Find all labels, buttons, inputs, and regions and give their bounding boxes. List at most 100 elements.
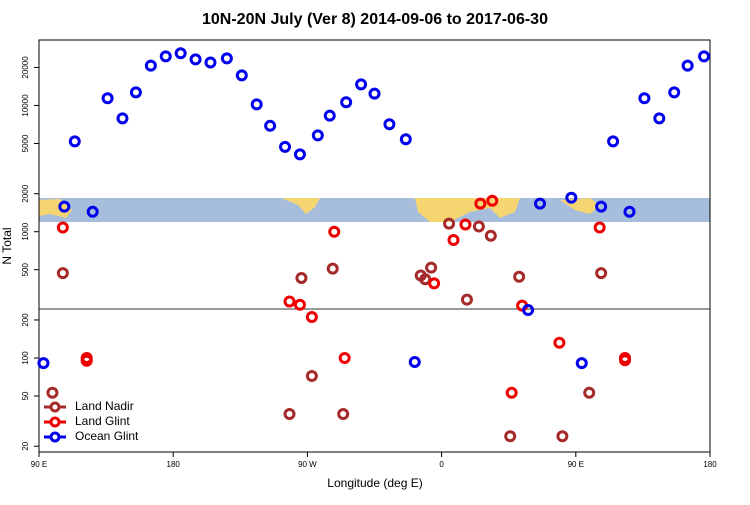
point bbox=[338, 351, 351, 364]
chart-title: 10N-20N July (Ver 8) 2014-09-06 to 2017-… bbox=[202, 11, 548, 28]
x-tick-label: 0 bbox=[439, 460, 444, 469]
map-band bbox=[39, 198, 710, 222]
point bbox=[447, 233, 460, 246]
point bbox=[293, 298, 306, 311]
point bbox=[293, 148, 306, 161]
point bbox=[595, 200, 608, 213]
point bbox=[505, 386, 518, 399]
x-axis-label: Longitude (deg E) bbox=[327, 476, 422, 490]
point bbox=[58, 200, 71, 213]
point bbox=[428, 277, 441, 290]
point bbox=[638, 92, 651, 105]
point bbox=[668, 86, 681, 99]
y-tick-label: 500 bbox=[21, 263, 30, 277]
point bbox=[68, 135, 81, 148]
point bbox=[474, 197, 487, 210]
point bbox=[425, 261, 438, 274]
point bbox=[355, 78, 368, 91]
point bbox=[86, 205, 99, 218]
y-tick-label: 50 bbox=[21, 391, 30, 400]
point bbox=[174, 47, 187, 60]
point bbox=[220, 52, 233, 65]
point bbox=[460, 293, 473, 306]
x-tick-label: 90 W bbox=[298, 460, 317, 469]
y-tick-label: 20 bbox=[21, 441, 30, 450]
point bbox=[553, 336, 566, 349]
point bbox=[37, 357, 50, 370]
y-tick-label: 10000 bbox=[21, 94, 30, 117]
point bbox=[159, 50, 172, 63]
point bbox=[607, 135, 620, 148]
point bbox=[408, 355, 421, 368]
point bbox=[368, 87, 381, 100]
legend-label: Land Glint bbox=[75, 414, 130, 428]
point bbox=[337, 407, 350, 420]
legend-marker bbox=[49, 416, 61, 428]
point bbox=[326, 262, 339, 275]
point bbox=[283, 407, 296, 420]
y-tick-label: 200 bbox=[21, 313, 30, 327]
legend-marker bbox=[49, 431, 61, 443]
x-tick-label: 90 E bbox=[31, 460, 47, 469]
point bbox=[534, 197, 547, 210]
point bbox=[522, 303, 535, 316]
point bbox=[556, 430, 569, 443]
point bbox=[323, 109, 336, 122]
y-axis-label: N Total bbox=[0, 227, 14, 264]
point bbox=[129, 86, 142, 99]
point bbox=[459, 218, 472, 231]
point bbox=[305, 311, 318, 324]
point bbox=[279, 140, 292, 153]
legend-label: Land Nadir bbox=[75, 399, 134, 413]
point bbox=[383, 118, 396, 131]
point bbox=[250, 98, 263, 111]
point bbox=[619, 354, 632, 367]
point bbox=[144, 59, 157, 72]
point bbox=[305, 369, 318, 382]
y-tick-label: 100 bbox=[21, 351, 30, 365]
point bbox=[513, 270, 526, 283]
legend-marker bbox=[49, 401, 61, 413]
point bbox=[340, 96, 353, 109]
point bbox=[56, 267, 69, 280]
point bbox=[311, 129, 324, 142]
point bbox=[443, 217, 456, 230]
point bbox=[565, 191, 578, 204]
point bbox=[575, 357, 588, 370]
point bbox=[593, 221, 606, 234]
point bbox=[235, 69, 248, 82]
point bbox=[328, 225, 341, 238]
point bbox=[189, 53, 202, 66]
plot-frame bbox=[38, 39, 711, 453]
point bbox=[653, 112, 666, 125]
y-tick-label: 1000 bbox=[21, 222, 30, 240]
point bbox=[399, 133, 412, 146]
legend-label: Ocean Glint bbox=[75, 429, 139, 443]
point bbox=[486, 194, 499, 207]
point bbox=[419, 273, 432, 286]
point bbox=[472, 220, 485, 233]
point bbox=[504, 430, 517, 443]
point bbox=[204, 56, 217, 69]
point bbox=[583, 386, 596, 399]
point bbox=[80, 354, 93, 367]
x-tick-label: 180 bbox=[167, 460, 181, 469]
x-tick-label: 180 bbox=[703, 460, 717, 469]
point bbox=[484, 229, 497, 242]
y-tick-label: 2000 bbox=[21, 184, 30, 202]
y-tick-label: 20000 bbox=[21, 56, 30, 79]
point bbox=[46, 386, 59, 399]
point bbox=[595, 267, 608, 280]
point bbox=[101, 92, 114, 105]
point bbox=[295, 271, 308, 284]
point bbox=[698, 50, 711, 63]
point bbox=[681, 59, 694, 72]
point bbox=[283, 295, 296, 308]
point bbox=[116, 112, 129, 125]
y-tick-label: 5000 bbox=[21, 134, 30, 152]
point bbox=[623, 205, 636, 218]
point bbox=[56, 221, 69, 234]
point bbox=[264, 119, 277, 132]
x-tick-label: 90 E bbox=[568, 460, 584, 469]
